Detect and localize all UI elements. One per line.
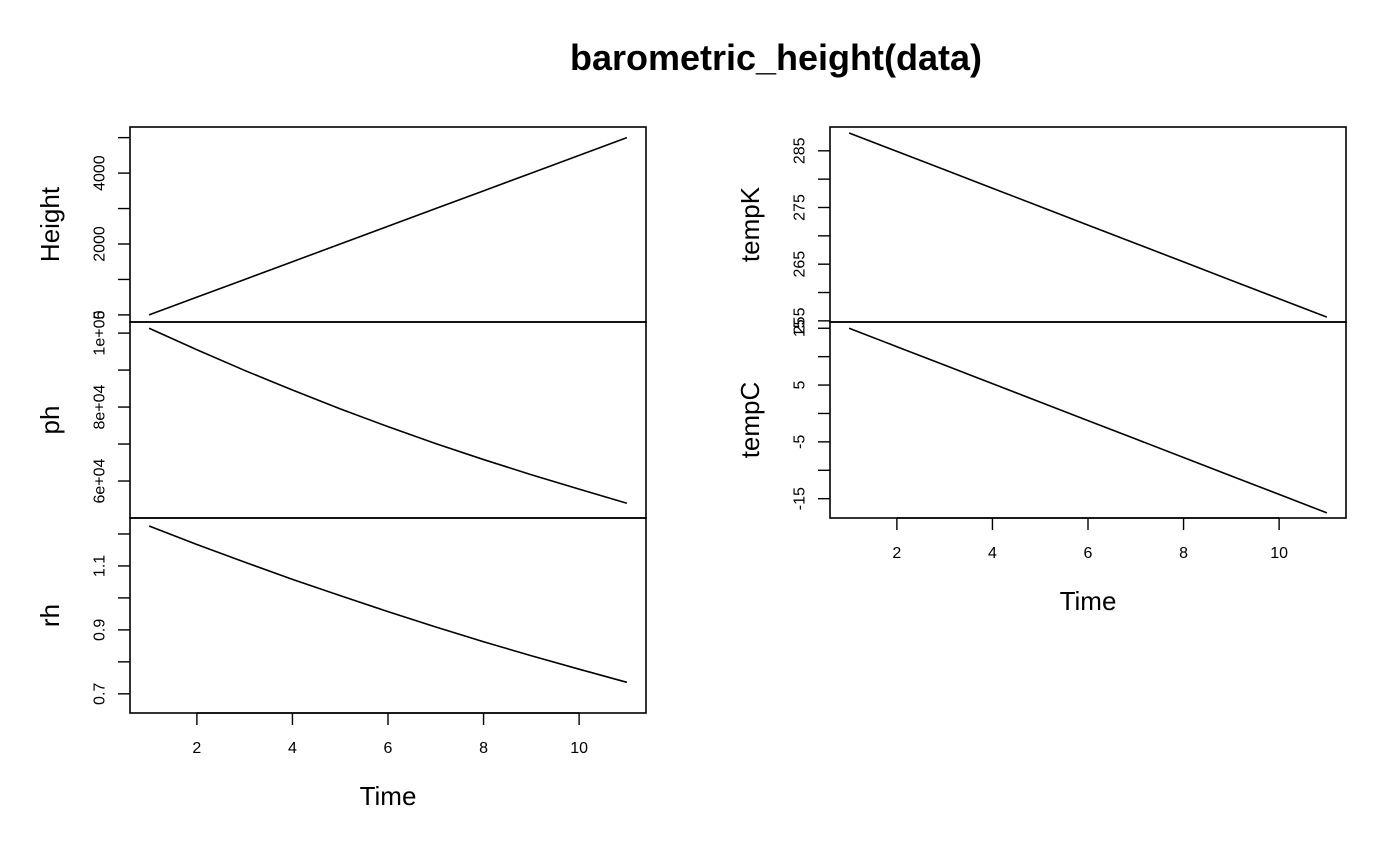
x-tick-label: 2 [192,740,201,757]
y-axis-label: tempC [735,382,765,459]
panel-Height: 0 2000 4000 Height [35,126,647,323]
y-tick-label: 275 [792,194,809,221]
y-tick-label: 1.1 [92,555,109,577]
x-tick-label: 6 [1084,545,1093,562]
y-axis-label: rh [35,604,65,627]
x-tick-label: 4 [288,740,297,757]
panel-frame [129,321,647,519]
series-line-ph [148,327,628,504]
y-tick-label: 15 [792,319,809,337]
y-axis-label: ph [35,406,65,435]
series-line-Height [148,136,628,316]
panel-ph: 6e+04 8e+04 1e+05 ph [35,311,647,519]
y-tick-label: 0.9 [92,619,109,641]
y-tick-label: 1e+05 [92,311,109,356]
y-tick-label: 8e+04 [92,384,109,429]
x-tick-label: 10 [570,740,588,757]
y-tick-label: 255 [792,307,809,334]
y-tick-label: 285 [792,137,809,164]
y-tick-label: 6e+04 [92,458,109,503]
panel-tempK: 255 265 275 285 tempK [735,126,1347,334]
x-tick-label: 8 [1179,545,1188,562]
x-tick-label: 2 [892,545,901,562]
y-tick-label: 2000 [92,226,109,262]
x-axis-label: Time [360,781,417,811]
series-line-tempC [848,327,1328,514]
x-tick-label: 8 [479,740,488,757]
y-axis-label: Height [35,186,65,262]
y-tick-label: 5 [792,381,809,390]
y-tick-label: -5 [792,435,809,449]
x-axis-2: 2 4 6 8 10 Time [892,517,1288,616]
x-axis-1: 2 4 6 8 10 Time [192,712,588,811]
panels: 0 2000 4000 Height 6e+04 8e+04 1e+05 ph 0.7 0.9 1.… [35,126,1347,811]
panel-frame [129,517,647,714]
y-tick-label: 4000 [92,155,109,191]
series-line-rh [148,525,628,684]
series-line-tempK [848,132,1328,318]
x-tick-label: 6 [384,740,393,757]
chart-title: barometric_height(data) [570,37,982,78]
y-tick-label: 0.7 [92,683,109,705]
y-axis-label: tempK [735,186,765,262]
panel-tempC: -15 -5 5 15 tempC [735,319,1347,519]
y-tick-label: 0 [92,310,109,319]
x-tick-label: 4 [988,545,997,562]
y-tick-label: 265 [792,251,809,278]
panel-rh: 0.7 0.9 1.1 rh [35,517,647,714]
x-axis-label: Time [1060,586,1117,616]
x-tick-label: 10 [1270,545,1288,562]
y-tick-label: -15 [792,487,809,510]
